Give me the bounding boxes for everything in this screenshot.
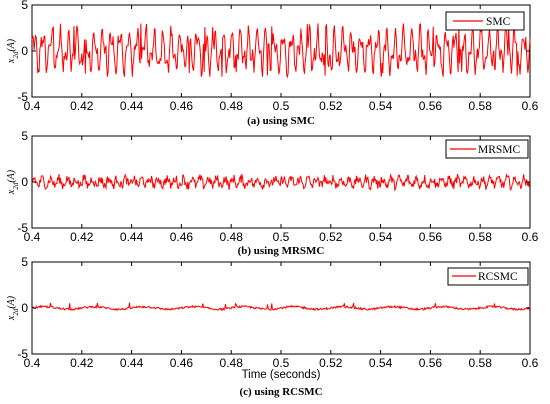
legend-box bbox=[447, 267, 529, 286]
legend-smc: SMC bbox=[445, 11, 525, 31]
x-tick-label: 0.44 bbox=[120, 230, 144, 244]
x-tick-group: 0.4 0.42 0.44 0.46 0.48 0.5 0.52 0.54 0.56 0.58 0.… bbox=[24, 262, 539, 370]
legend-rcsmc: RCSMC bbox=[447, 267, 529, 286]
legend-mrsmc: MRSMC bbox=[445, 139, 529, 159]
x-tick-label: 0.42 bbox=[70, 99, 94, 113]
y-tick-label: 0 bbox=[21, 44, 28, 58]
legend-label: MRSMC bbox=[478, 144, 521, 156]
panel-mrsmc: 0.4 0.42 0.44 0.46 0.48 0.5 0.52 0.54 0.56 0.58 0.… bbox=[6, 129, 539, 257]
x-tick-label: 0.5 bbox=[273, 230, 290, 244]
x-tick-label: 0.4 bbox=[24, 230, 41, 244]
y-tick-label: -5 bbox=[17, 90, 28, 104]
y-axis-label: x2d(A) bbox=[6, 169, 20, 195]
panel-caption: (a) using SMC bbox=[247, 115, 315, 127]
x-axis-label: Time (seconds) bbox=[242, 369, 321, 381]
x-tick-label: 0.4 bbox=[24, 99, 41, 113]
series-line bbox=[31, 23, 531, 79]
y-tick-label: 0 bbox=[21, 175, 28, 189]
y-axis-label: x2d(A) bbox=[6, 38, 20, 64]
y-tick-group: -5 0 5 bbox=[17, 255, 530, 361]
x-tick-label: 0.56 bbox=[419, 230, 443, 244]
y-axis-label: x2d(A) bbox=[6, 295, 20, 321]
x-tick-label: 0.48 bbox=[220, 99, 244, 113]
x-tick-label: 0.44 bbox=[120, 356, 144, 370]
legend-box bbox=[445, 11, 525, 31]
x-tick-label: 0.5 bbox=[273, 99, 290, 113]
x-tick-label: 0.52 bbox=[319, 230, 343, 244]
x-tick-label: 0.6 bbox=[522, 230, 539, 244]
x-tick-label: 0.52 bbox=[319, 356, 343, 370]
x-tick-group: 0.4 0.42 0.44 0.46 0.48 0.5 0.52 0.54 0.56 0.58 0.… bbox=[24, 5, 539, 113]
legend-label: RCSMC bbox=[478, 271, 518, 283]
x-tick-label: 0.48 bbox=[220, 356, 244, 370]
x-tick-label: 0.46 bbox=[170, 356, 194, 370]
y-tick-group: -5 0 5 bbox=[17, 129, 530, 235]
x-tick-group: 0.4 0.42 0.44 0.46 0.48 0.5 0.52 0.54 0.56 0.58 0.… bbox=[24, 136, 539, 244]
panel-rcsmc: 0.4 0.42 0.44 0.46 0.48 0.5 0.52 0.54 0.56 0.58 0.… bbox=[6, 255, 539, 398]
x-tick-label: 0.44 bbox=[120, 99, 144, 113]
y-tick-label: 0 bbox=[21, 301, 28, 315]
series-rcsmc-group bbox=[31, 302, 531, 312]
series-smc-group bbox=[31, 23, 531, 79]
x-tick-label: 0.54 bbox=[369, 356, 393, 370]
x-tick-label: 0.42 bbox=[70, 230, 94, 244]
series-mrsmc-group bbox=[31, 172, 531, 192]
x-tick-label: 0.42 bbox=[70, 356, 94, 370]
y-tick-label: 5 bbox=[21, 0, 28, 12]
x-tick-label: 0.4 bbox=[24, 356, 41, 370]
y-tick-label: 5 bbox=[21, 255, 28, 269]
x-tick-label: 0.54 bbox=[369, 230, 393, 244]
x-tick-label: 0.5 bbox=[273, 356, 290, 370]
panel-caption: (c) using RCSMC bbox=[239, 386, 322, 398]
x-tick-label: 0.6 bbox=[522, 99, 539, 113]
x-tick-label: 0.58 bbox=[469, 99, 493, 113]
series-line bbox=[31, 172, 531, 192]
x-tick-label: 0.6 bbox=[522, 356, 539, 370]
x-tick-label: 0.46 bbox=[170, 230, 194, 244]
panel-caption: (b) using MRSMC bbox=[238, 245, 325, 257]
x-tick-label: 0.48 bbox=[220, 230, 244, 244]
x-tick-label: 0.54 bbox=[369, 99, 393, 113]
series-line bbox=[31, 302, 531, 312]
x-tick-label: 0.56 bbox=[419, 356, 443, 370]
x-tick-label: 0.58 bbox=[469, 356, 493, 370]
y-tick-group: -5 0 5 bbox=[17, 0, 530, 104]
legend-box bbox=[445, 139, 529, 159]
y-tick-label: -5 bbox=[17, 221, 28, 235]
y-tick-label: 5 bbox=[21, 129, 28, 143]
y-tick-label: -5 bbox=[17, 347, 28, 361]
panel-smc: 0.4 0.42 0.44 0.46 0.48 0.5 0.52 0.54 0.56 0.58 0.… bbox=[6, 0, 539, 127]
legend-label: SMC bbox=[486, 16, 511, 28]
x-tick-label: 0.56 bbox=[419, 99, 443, 113]
x-tick-label: 0.46 bbox=[170, 99, 194, 113]
x-tick-label: 0.52 bbox=[319, 99, 343, 113]
x-tick-label: 0.58 bbox=[469, 230, 493, 244]
